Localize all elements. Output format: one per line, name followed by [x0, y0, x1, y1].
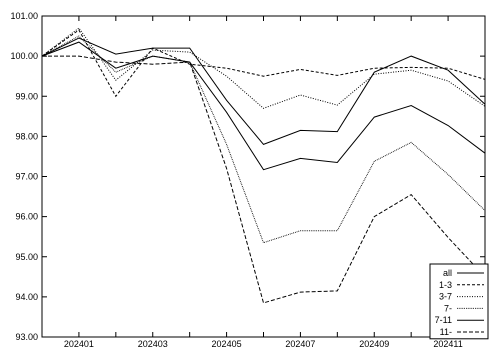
axes — [41, 15, 486, 338]
y-tick-label: 97.00 — [15, 172, 38, 182]
x-tick-label: 202407 — [285, 339, 315, 349]
plot-frame — [41, 15, 486, 338]
legend-label: 11- — [440, 327, 452, 337]
y-tick-label: 101.00 — [10, 11, 38, 21]
legend-box — [429, 263, 489, 340]
legend-label: 1-3 — [439, 280, 452, 290]
x-tick-label: 202401 — [64, 339, 94, 349]
y-tick-label: 98.00 — [15, 131, 38, 141]
series-line-all — [41, 37, 486, 145]
y-tick-label: 93.00 — [15, 332, 38, 342]
x-tick-label: 202411 — [433, 339, 462, 349]
legend-label: 7- — [444, 303, 452, 313]
series-line-7- — [41, 35, 486, 244]
y-tick-label: 94.00 — [15, 292, 38, 302]
x-tick-label: 202409 — [359, 339, 389, 349]
legend-label: 3-7 — [439, 292, 452, 302]
legend-label: all — [443, 268, 452, 278]
legend: all 1-3 3-77- 7-11 11- — [429, 263, 489, 340]
x-tick-label: 202405 — [212, 339, 242, 349]
series-line-3-7 — [41, 27, 486, 109]
y-tick-label: 100.00 — [10, 51, 38, 61]
x-tick-label: 202403 — [138, 339, 168, 349]
y-tick-label: 95.00 — [15, 252, 38, 262]
series-layer — [41, 27, 486, 304]
y-tick-label: 99.00 — [15, 91, 38, 101]
series-line-1-3 — [41, 29, 486, 98]
series-line-7-11 — [41, 41, 486, 171]
series-line-11- — [42, 55, 486, 304]
y-tick-label: 96.00 — [15, 212, 38, 222]
ticks: 93.00 94.00 95.00 96.00 97.00 98.00 99.00 100.0… — [10, 11, 486, 349]
legend-label: 7-11 — [435, 315, 452, 325]
